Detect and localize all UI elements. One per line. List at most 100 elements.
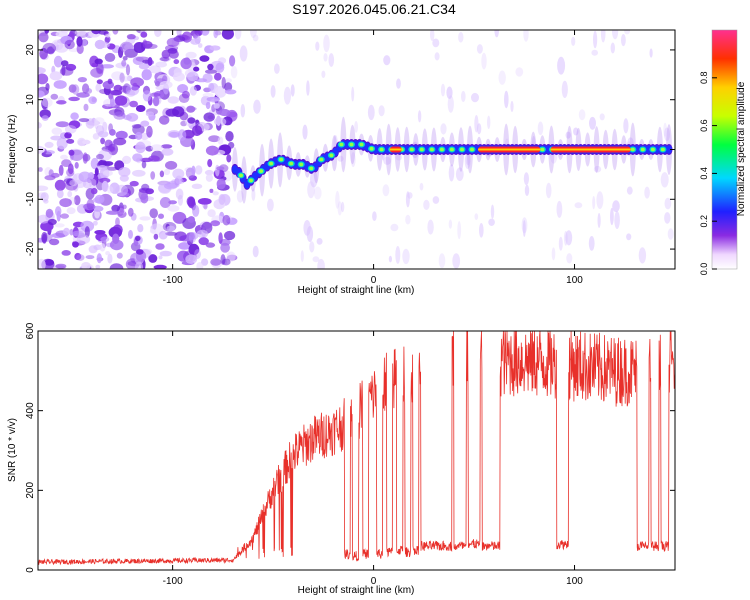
noise-streak xyxy=(351,86,355,102)
noise-blob xyxy=(158,213,164,219)
colorbar-tick-label: 0.4 xyxy=(699,167,709,180)
noise-blob xyxy=(140,31,148,38)
noise-streak xyxy=(557,56,566,75)
noise-blob xyxy=(119,72,125,83)
noise-streak xyxy=(458,32,464,43)
noise-blob xyxy=(53,55,63,68)
noise-streak xyxy=(565,131,571,139)
noise-streak xyxy=(313,186,322,200)
noise-blob xyxy=(191,165,196,176)
noise-blob xyxy=(198,237,209,246)
noise-streak xyxy=(340,201,345,213)
noise-streak xyxy=(383,156,392,165)
noise-blob xyxy=(196,262,204,269)
noise-blob xyxy=(116,252,123,259)
noise-blob xyxy=(93,117,105,125)
noise-blob xyxy=(53,80,67,89)
noise-blob xyxy=(61,159,72,168)
noise-blob xyxy=(149,208,158,219)
ridge-mid xyxy=(404,145,411,154)
noise-blob xyxy=(56,100,67,105)
noise-blob xyxy=(96,41,110,49)
noise-streak xyxy=(457,221,462,240)
noise-blob xyxy=(41,231,48,244)
noise-streak xyxy=(388,255,392,263)
noise-blob xyxy=(78,171,92,183)
noise-blob xyxy=(51,127,63,135)
noise-blob xyxy=(216,115,221,127)
noise-blob xyxy=(84,226,90,238)
noise-blob xyxy=(109,129,116,136)
noise-streak xyxy=(660,172,669,188)
noise-streak xyxy=(558,236,563,251)
noise-streak xyxy=(323,53,328,62)
noise-streak xyxy=(593,165,602,173)
x-tick-label: -100 xyxy=(163,275,183,286)
ridge-peak xyxy=(329,153,334,158)
noise-blob xyxy=(99,243,106,252)
ridge-mid xyxy=(424,145,431,154)
noise-blob xyxy=(49,71,63,81)
noise-blob xyxy=(218,57,227,64)
noise-blob xyxy=(191,125,203,136)
noise-blob xyxy=(209,45,221,51)
noise-streak xyxy=(612,200,620,213)
noise-blob xyxy=(100,137,105,145)
noise-streak xyxy=(644,186,650,199)
noise-streak xyxy=(612,30,619,40)
noise-streak xyxy=(476,44,483,54)
noise-blob xyxy=(218,232,223,244)
noise-blob xyxy=(144,43,158,50)
noise-streak xyxy=(252,245,259,258)
noise-streak xyxy=(465,153,471,166)
ridge-peak xyxy=(379,147,384,152)
ridge-peak xyxy=(269,161,274,166)
colorbar-tick-label: 0.8 xyxy=(699,72,709,85)
noise-streak xyxy=(290,84,295,97)
noise-blob xyxy=(105,210,120,215)
noise-blob xyxy=(110,98,116,108)
noise-blob xyxy=(166,225,175,232)
noise-streak xyxy=(464,153,471,169)
noise-blob xyxy=(96,153,104,160)
noise-streak xyxy=(419,182,424,191)
noise-streak xyxy=(452,253,461,269)
noise-streak xyxy=(498,70,506,85)
noise-blob xyxy=(194,30,203,36)
ridge-max-core xyxy=(389,148,402,151)
noise-streak xyxy=(649,48,653,58)
noise-blob xyxy=(78,118,90,123)
noise-streak xyxy=(591,49,598,56)
noise-blob xyxy=(45,208,54,218)
noise-blob xyxy=(76,36,83,47)
noise-blob xyxy=(224,89,237,95)
noise-blob xyxy=(186,106,197,111)
noise-blob xyxy=(186,196,196,207)
noise-streak xyxy=(405,191,410,208)
noise-streak xyxy=(440,123,447,135)
noise-streak xyxy=(423,199,430,210)
noise-blob xyxy=(221,30,234,40)
noise-blob xyxy=(88,96,98,105)
noise-blob xyxy=(125,64,131,76)
noise-streak xyxy=(253,99,261,114)
noise-blob xyxy=(171,178,185,185)
noise-blob xyxy=(38,185,49,192)
noise-blob xyxy=(104,52,116,62)
y-tick-label: 10 xyxy=(25,94,36,106)
noise-blob xyxy=(126,112,139,122)
noise-streak xyxy=(300,250,304,262)
noise-blob xyxy=(208,135,221,143)
noise-blob xyxy=(205,242,216,248)
noise-blob xyxy=(90,157,100,170)
noise-blob xyxy=(60,60,69,67)
noise-blob xyxy=(68,96,80,102)
noise-streak xyxy=(367,104,375,121)
ridge-peak xyxy=(259,169,264,173)
noise-blob xyxy=(150,171,156,180)
noise-streak xyxy=(234,30,242,40)
noise-blob xyxy=(40,192,49,202)
noise-streak xyxy=(303,220,311,236)
noise-blob xyxy=(106,186,114,194)
noise-blob xyxy=(222,214,231,226)
